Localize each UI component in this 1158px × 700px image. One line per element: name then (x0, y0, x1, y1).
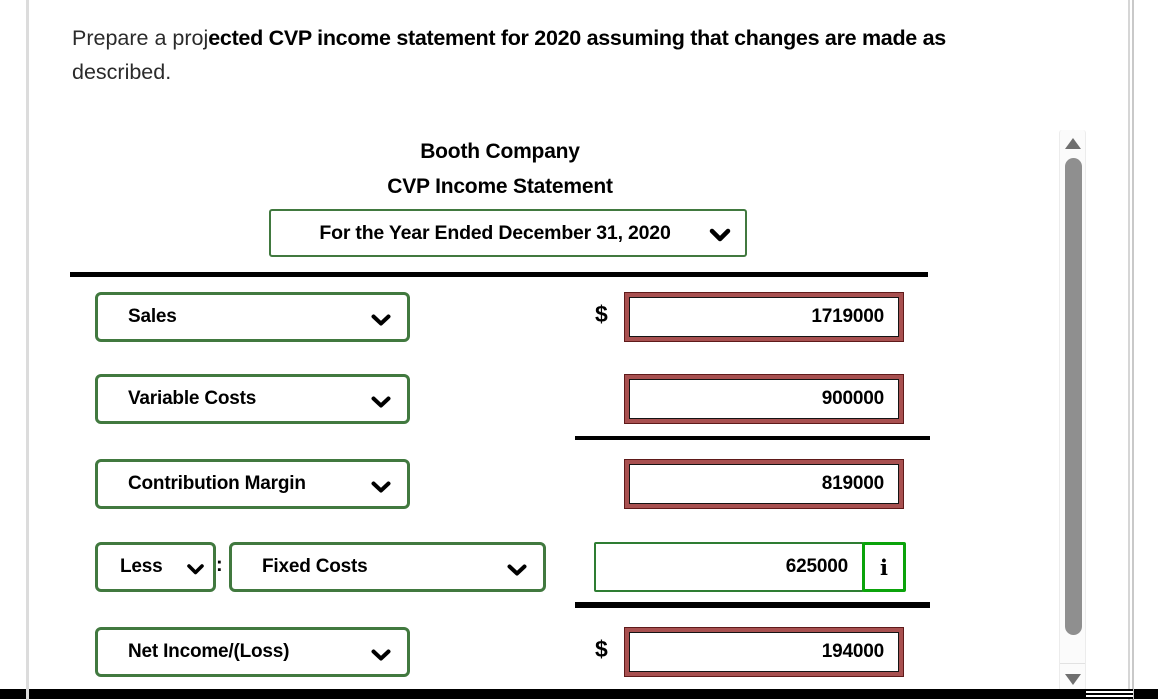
chevron-down-icon (709, 228, 731, 242)
scroll-up-icon (1064, 137, 1081, 149)
currency-symbol: $ (595, 301, 608, 327)
sales-amount-input[interactable]: 1719000 (624, 292, 904, 342)
chevron-down-icon (507, 564, 527, 576)
row-fixed-costs: Less : Fixed Costs 625000 i (0, 542, 1000, 592)
qualifier-separator: : (216, 554, 223, 576)
qualifier-dropdown[interactable]: Less (95, 542, 216, 592)
bottom-rule-stripes (1086, 689, 1133, 699)
scroll-down-icon (1064, 673, 1081, 685)
instruction-emphasis: ected CVP income statement for 2020 assu… (208, 26, 946, 50)
variable-costs-amount-value: 900000 (821, 388, 884, 409)
contribution-margin-dropdown-value: Contribution Margin (128, 473, 306, 494)
period-dropdown-value: For the Year Ended December 31, 2020 (319, 221, 671, 244)
fixed-costs-account-dropdown[interactable]: Fixed Costs (229, 542, 546, 592)
net-income-account-dropdown[interactable]: Net Income/(Loss) (95, 627, 410, 677)
report-title: CVP Income Statement (387, 175, 613, 198)
net-income-amount-input[interactable]: 194000 (624, 627, 904, 677)
fixed-costs-dropdown-value: Fixed Costs (262, 556, 368, 577)
contribution-margin-account-dropdown[interactable]: Contribution Margin (95, 459, 410, 509)
variable-costs-amount-input[interactable]: 900000 (624, 374, 904, 424)
total-rule (575, 602, 930, 608)
row-variable-costs: Variable Costs 900000 (0, 374, 1000, 424)
left-border-rule (26, 0, 29, 700)
currency-symbol: $ (595, 636, 608, 662)
net-income-amount-field: 194000 (629, 632, 899, 672)
sales-dropdown-value: Sales (128, 306, 177, 327)
chevron-down-icon (371, 314, 391, 326)
chevron-down-icon (371, 649, 391, 661)
chevron-down-icon (371, 396, 391, 408)
instruction-suffix: described. (72, 60, 172, 84)
scrollbar-thumb[interactable] (1065, 158, 1082, 635)
statement-heading: Booth Company CVP Income Statement (70, 138, 930, 200)
variable-costs-amount-field: 900000 (629, 379, 899, 419)
qualifier-dropdown-value: Less (120, 556, 163, 577)
contribution-margin-amount-field: 819000 (629, 464, 899, 504)
scroll-up-button[interactable] (1060, 132, 1085, 154)
sales-amount-field: 1719000 (629, 297, 899, 337)
bottom-rule (0, 689, 1158, 699)
row-contribution-margin: Contribution Margin 819000 (0, 459, 1000, 509)
net-income-amount-value: 194000 (821, 641, 884, 662)
net-income-dropdown-value: Net Income/(Loss) (128, 641, 290, 662)
row-sales: Sales $ 1719000 (0, 292, 1000, 342)
info-icon[interactable]: i (862, 542, 906, 592)
scrollbar-separator (1060, 663, 1085, 664)
company-name: Booth Company (420, 140, 580, 163)
fixed-costs-amount-group: 625000 i (594, 542, 906, 592)
variable-costs-dropdown-value: Variable Costs (128, 388, 257, 409)
sales-amount-value: 1719000 (811, 306, 884, 327)
row-net-income: Net Income/(Loss) $ 194000 (0, 627, 1000, 677)
subtotal-rule (575, 436, 930, 440)
chevron-down-icon (187, 564, 204, 575)
chevron-down-icon (371, 481, 391, 493)
instruction-prefix: Prepare a proj (72, 26, 209, 50)
fixed-costs-amount-value: 625000 (785, 556, 848, 577)
variable-costs-account-dropdown[interactable]: Variable Costs (95, 374, 410, 424)
fixed-costs-amount-input[interactable]: 625000 (594, 542, 864, 592)
vertical-scrollbar[interactable] (1059, 130, 1086, 691)
contribution-margin-amount-value: 819000 (821, 473, 884, 494)
contribution-margin-amount-input[interactable]: 819000 (624, 459, 904, 509)
header-rule (70, 272, 928, 277)
instruction-text: Prepare a projected CVP income statement… (72, 21, 1040, 89)
scroll-down-button[interactable] (1060, 668, 1085, 690)
sales-account-dropdown[interactable]: Sales (95, 292, 410, 342)
right-border-rule (1128, 0, 1130, 700)
period-dropdown[interactable]: For the Year Ended December 31, 2020 (269, 209, 747, 257)
right-border-rule-2 (1132, 0, 1134, 700)
